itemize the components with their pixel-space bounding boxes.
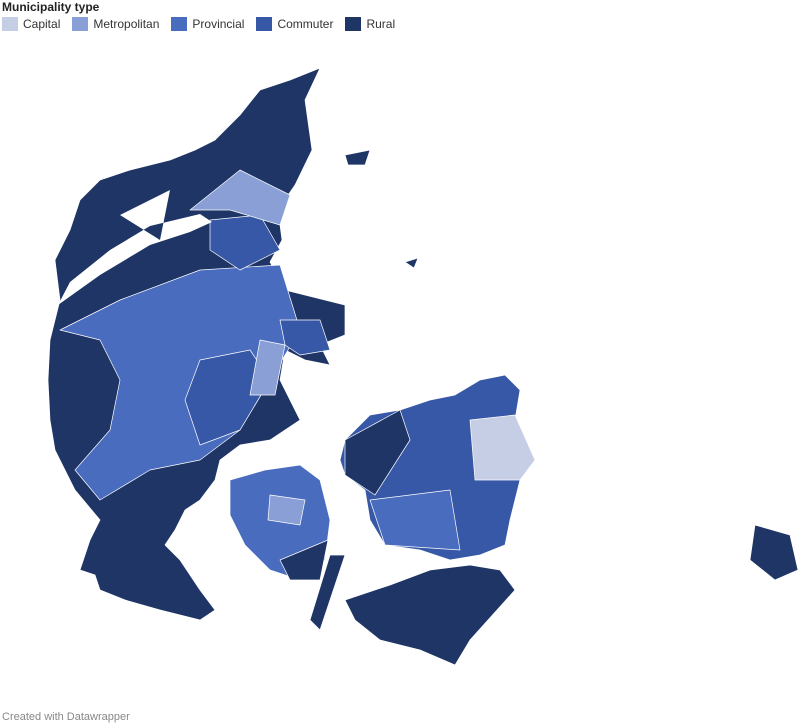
legend-label: Provincial: [192, 17, 245, 31]
legend-swatch: [171, 17, 188, 31]
legend-swatch: [72, 17, 89, 31]
legend-item: Provincial: [171, 17, 244, 31]
region: [344, 409, 411, 496]
legend-label: Commuter: [277, 17, 334, 31]
region: [309, 554, 346, 631]
legend-label: Rural: [366, 17, 396, 31]
legend-item: Capital: [2, 17, 60, 31]
legend-swatch: [2, 17, 18, 31]
region: [279, 539, 329, 581]
region: [189, 169, 291, 226]
legend-item: Rural: [345, 17, 395, 31]
legend-label: Capital: [23, 17, 61, 31]
region: [749, 524, 799, 581]
region: [369, 489, 461, 551]
region: [404, 257, 419, 269]
region: [469, 414, 536, 481]
legend-swatch: [256, 17, 273, 31]
region: [279, 319, 331, 356]
legend-item: Metropolitan: [72, 17, 159, 31]
legend: Capital Metropolitan Provincial Commuter Rur…: [2, 17, 395, 31]
region: [184, 349, 271, 446]
legend-swatch: [345, 17, 362, 31]
footer: Created with Datawrapper: [2, 711, 130, 723]
region: [344, 149, 371, 166]
legend-title: Municipality type: [2, 0, 100, 14]
region: [59, 264, 301, 501]
region: [267, 494, 306, 526]
water: [58, 190, 212, 305]
legend-item: Commuter: [256, 17, 333, 31]
region: [344, 564, 516, 666]
legend-label: Metropolitan: [93, 17, 160, 31]
region: [249, 339, 286, 396]
